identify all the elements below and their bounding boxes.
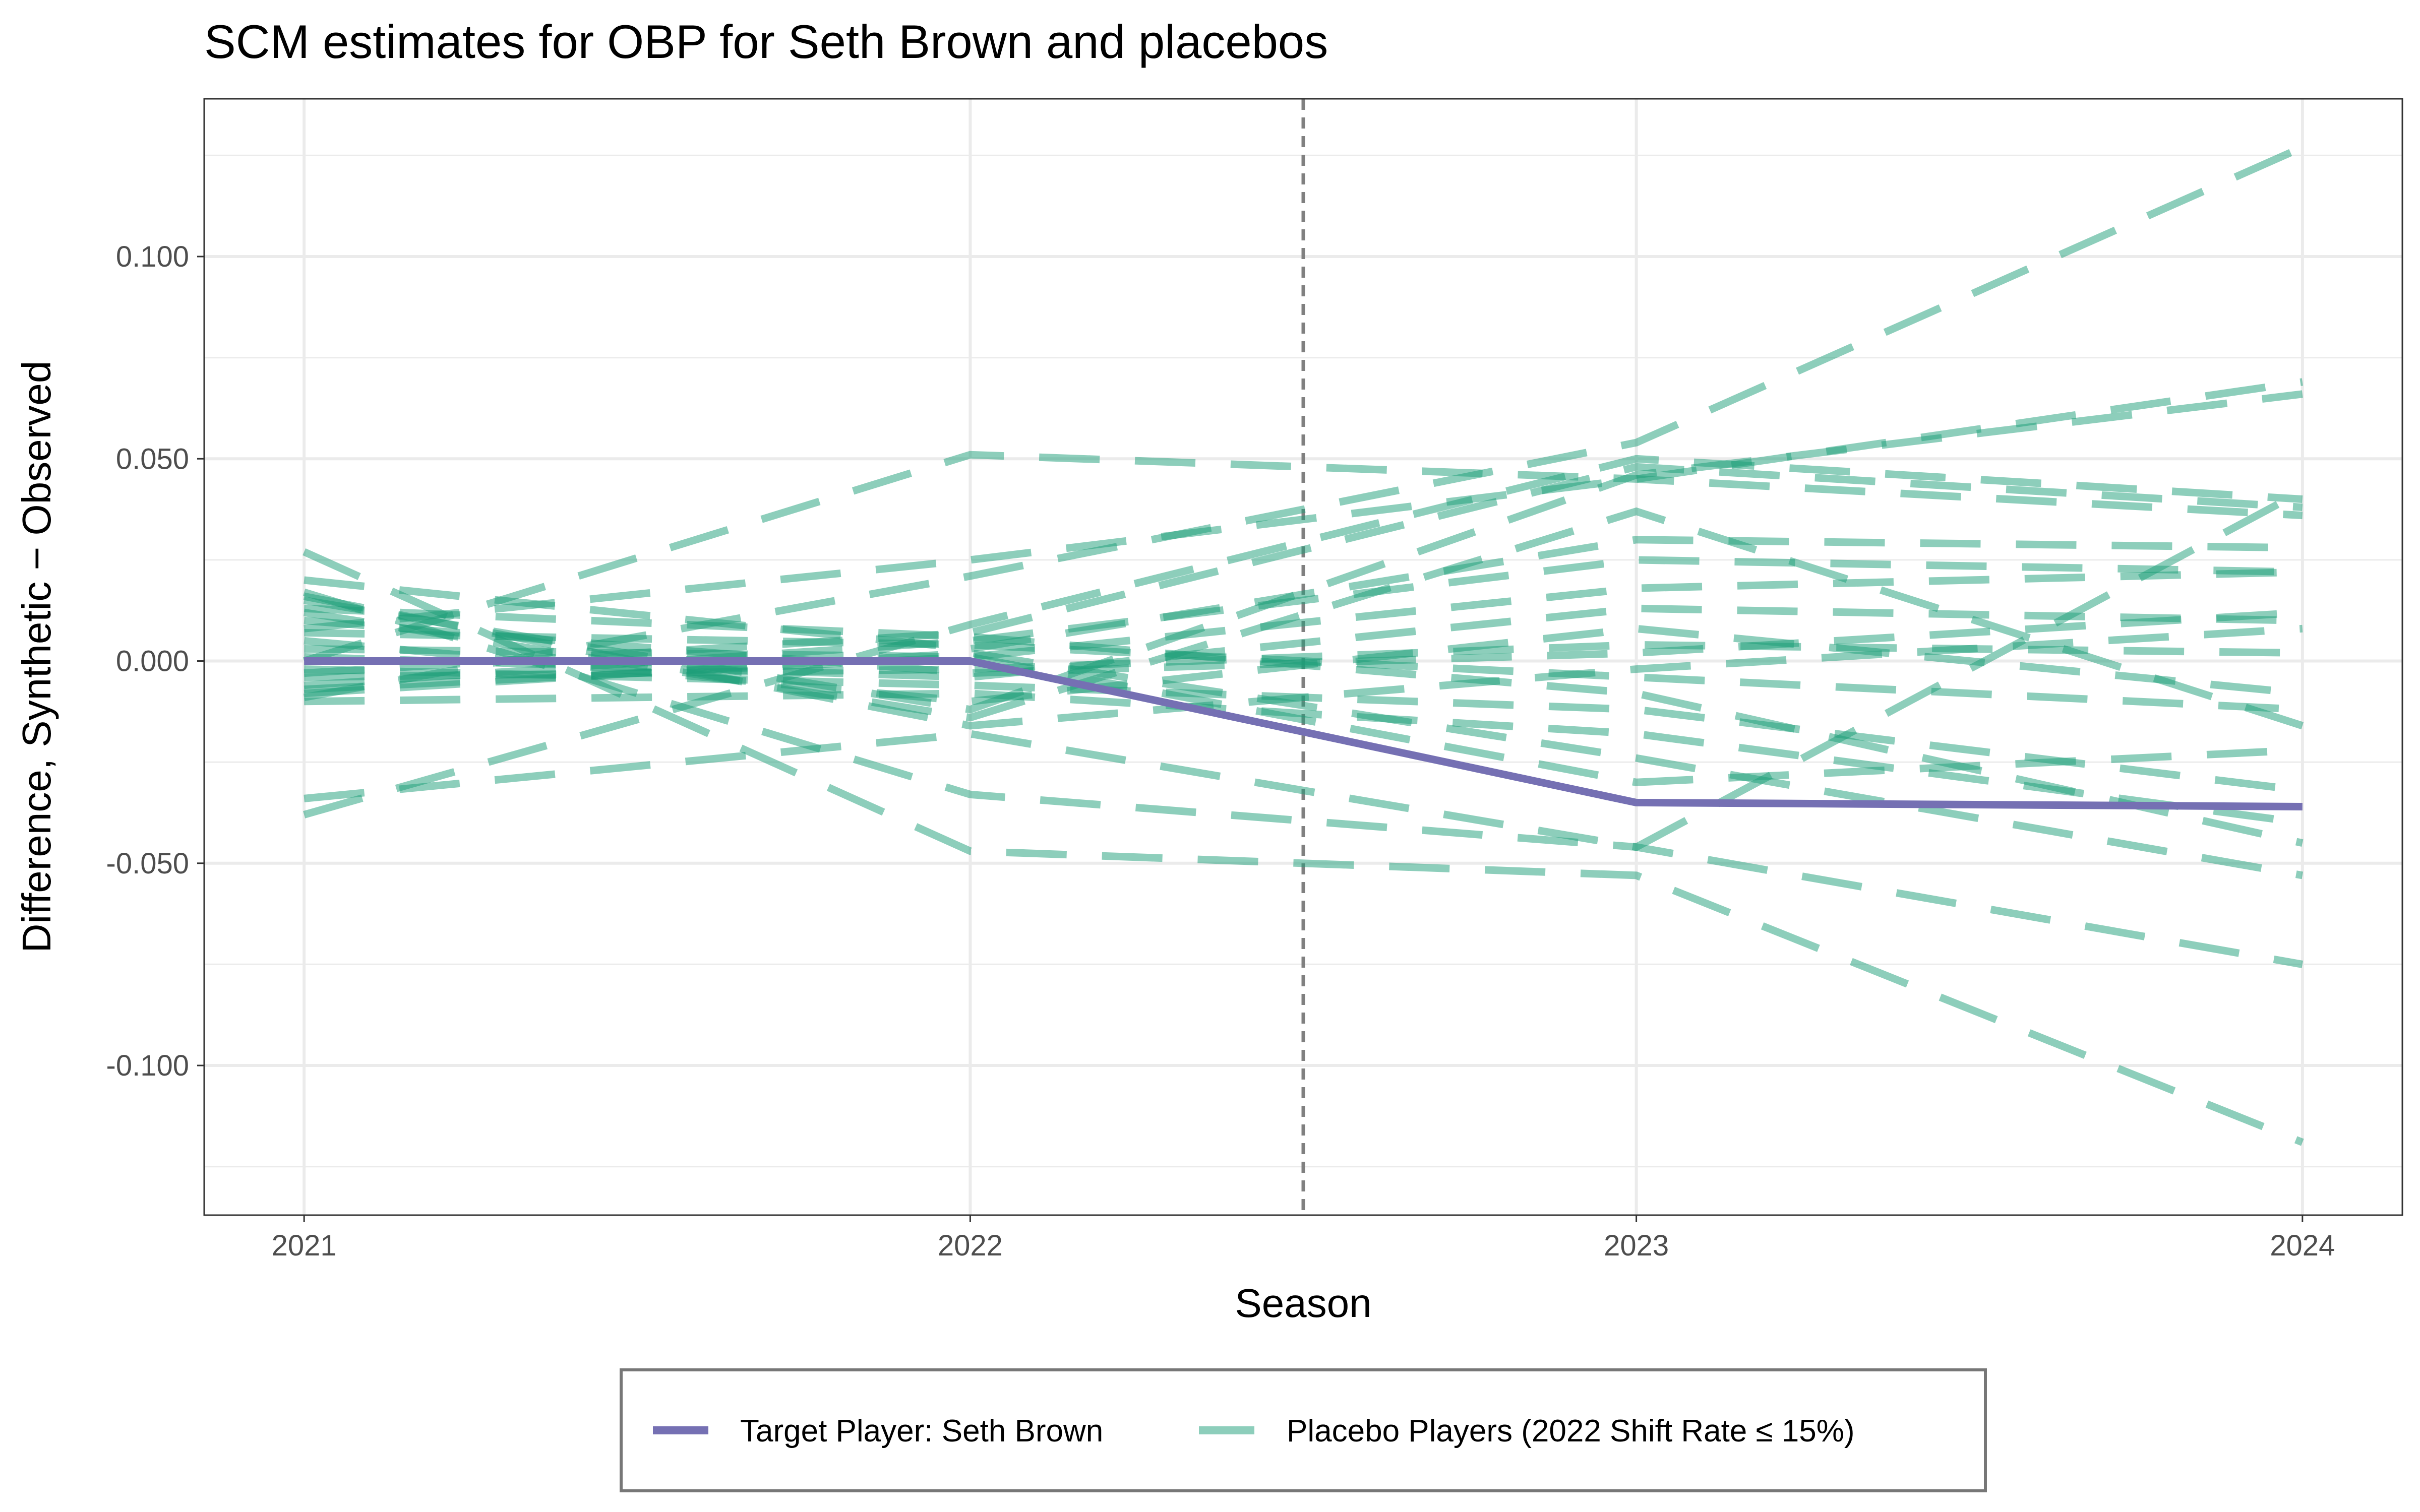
y-tick-label: 0.050	[116, 443, 189, 475]
x-tick-label: 2022	[938, 1229, 1003, 1262]
legend: Target Player: Seth Brown Placebo Player…	[620, 1368, 1987, 1492]
y-axis-ticks: 0.100 0.050 0.000 -0.050 -0.100	[106, 240, 204, 1082]
chart-title: SCM estimates for OBP for Seth Brown and…	[204, 15, 1328, 68]
target-series-line	[304, 657, 2303, 810]
placebo-series-line-7	[304, 378, 2303, 633]
y-tick-label: -0.050	[106, 847, 189, 880]
placebo-series-line-4	[303, 455, 2303, 818]
placebo-series-line-22	[304, 604, 2303, 681]
y-tick-label: 0.100	[116, 240, 189, 273]
x-tick-label: 2024	[2270, 1229, 2335, 1262]
placebo-series-line-19	[304, 628, 2303, 714]
x-tick-label: 2023	[1604, 1229, 1669, 1262]
placebo-series-group	[302, 144, 2305, 1146]
placebo-series-line-9	[304, 536, 2303, 653]
legend-label-target: Target Player: Seth Brown	[740, 1414, 1103, 1448]
plot-panel-border	[203, 98, 2403, 1216]
target-series-group	[304, 657, 2303, 810]
placebo-series-line-18	[304, 689, 2303, 827]
y-tick-label: 0.000	[116, 645, 189, 678]
y-tick-label: -0.100	[106, 1049, 189, 1082]
y-axis-title: Difference, Synthetic − Observed	[14, 361, 59, 953]
x-axis-title: Season	[1235, 1281, 1371, 1326]
placebo-series-line-17	[304, 568, 2303, 661]
legend-box	[620, 1368, 1987, 1492]
legend-label-placebo: Placebo Players (2022 Shift Rate ≤ 15%)	[1287, 1414, 1855, 1448]
x-tick-label: 2021	[272, 1229, 337, 1262]
placebo-series-line-23	[304, 653, 2303, 786]
placebo-series-line-1	[302, 548, 2304, 1146]
placebo-series-line-5	[304, 487, 2305, 851]
x-axis-ticks: 2021 2022 2023 2024	[272, 1215, 2335, 1262]
